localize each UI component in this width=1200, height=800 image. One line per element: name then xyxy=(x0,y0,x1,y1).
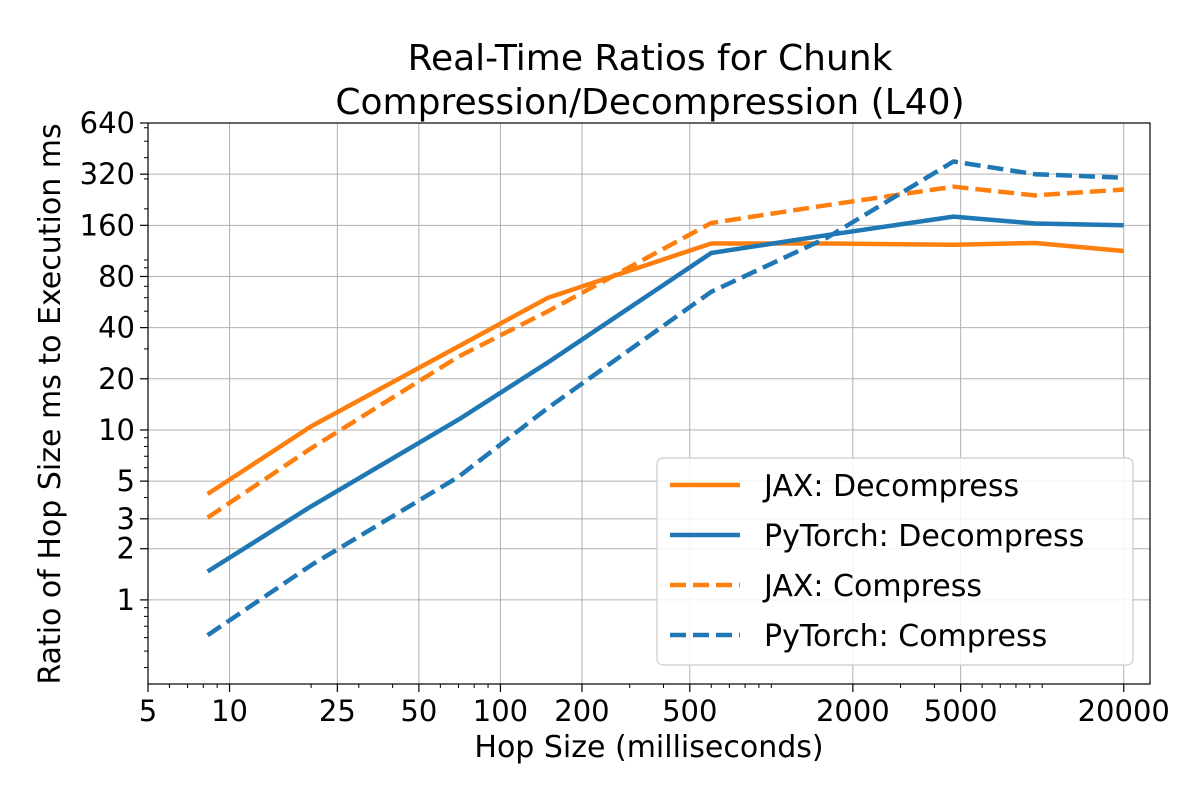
chart-title-line-2: Compression/Decompression (L40) xyxy=(335,82,964,123)
minor-ticks xyxy=(144,127,1043,688)
legend-label-jax-decompress: JAX: Decompress xyxy=(762,469,1019,504)
x-tick-label: 50 xyxy=(400,694,437,728)
x-tick-label: 5 xyxy=(139,694,157,728)
series-line-pytorch-decompress xyxy=(206,214,1124,574)
x-tick-label: 200 xyxy=(554,694,609,728)
x-tick-labels: 5 10 25 50 100 200 500 2000 5000 20000 xyxy=(139,694,1170,728)
y-tick-label: 5 xyxy=(117,464,135,498)
plot-frame xyxy=(147,122,1151,685)
series-lines xyxy=(206,159,1124,638)
x-axis-label: Hop Size (milliseconds) xyxy=(474,730,823,765)
y-tick-label: 80 xyxy=(98,259,135,293)
y-tick-label: 160 xyxy=(80,208,135,242)
x-tick-label: 5000 xyxy=(924,694,998,728)
y-tick-label: 2 xyxy=(117,532,135,566)
x-tick-label: 100 xyxy=(473,694,528,728)
x-tick-label: 10 xyxy=(211,694,248,728)
y-tick-label: 640 xyxy=(80,106,135,140)
major-ticks xyxy=(140,122,1125,692)
y-tick-label: 1 xyxy=(117,583,135,617)
series-line-jax-compress xyxy=(206,184,1124,520)
legend-label-pytorch-decompress: PyTorch: Decompress xyxy=(764,519,1084,554)
y-tick-label: 20 xyxy=(98,362,135,396)
y-tick-label: 40 xyxy=(98,311,135,345)
y-axis-label: Ratio of Hop Size ms to Execution ms xyxy=(33,123,68,684)
y-tick-label: 3 xyxy=(117,502,135,536)
x-tick-label: 2000 xyxy=(816,694,890,728)
y-tick-label: 320 xyxy=(80,157,135,191)
chart-title-line-1: Real-Time Ratios for Chunk xyxy=(408,38,893,79)
y-tick-label: 10 xyxy=(98,413,135,447)
legend: JAX: Decompress PyTorch: Decompress JAX:… xyxy=(656,457,1134,666)
series-line-pytorch-compress xyxy=(206,159,1124,638)
legend-label-jax-compress: JAX: Compress xyxy=(762,569,982,604)
legend-box xyxy=(656,457,1134,666)
series-line-jax-decompress xyxy=(206,240,1124,496)
x-tick-label: 500 xyxy=(662,694,717,728)
legend-label-pytorch-compress: PyTorch: Compress xyxy=(764,619,1047,654)
y-tick-labels: 1 23 5 10 20 40 80 160 320 640 xyxy=(80,106,135,617)
x-tick-label: 20000 xyxy=(1078,694,1170,728)
x-tick-label: 25 xyxy=(319,694,356,728)
